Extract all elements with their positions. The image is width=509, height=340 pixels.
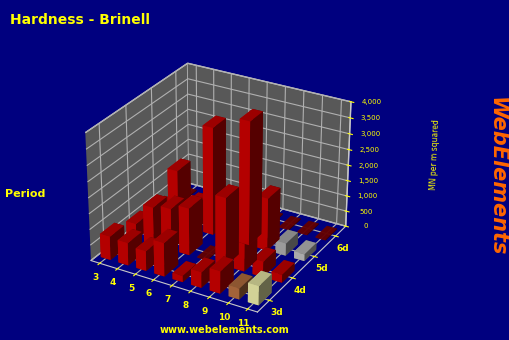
Text: WebElements: WebElements — [486, 97, 506, 256]
Text: Period: Period — [5, 189, 45, 199]
Text: Hardness - Brinell: Hardness - Brinell — [10, 13, 150, 27]
Text: www.webelements.com: www.webelements.com — [159, 325, 289, 335]
